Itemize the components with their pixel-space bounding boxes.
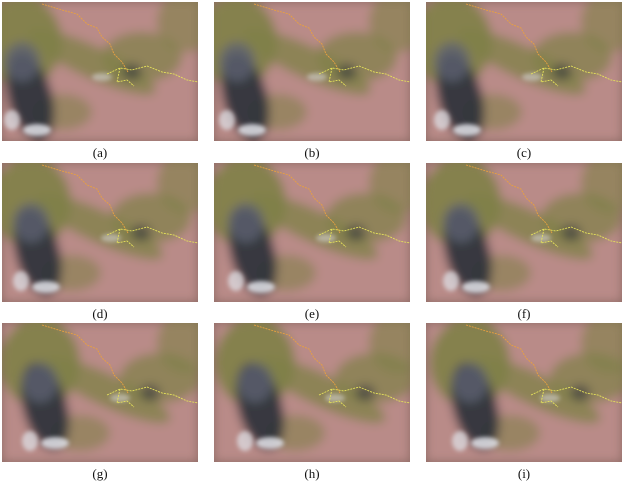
panel-g: (g) <box>2 323 198 462</box>
satellite-image-f <box>426 163 622 302</box>
panel-d: (d) <box>2 163 198 302</box>
panel-c: (c) <box>426 2 622 141</box>
panel-e: (e) <box>214 163 410 302</box>
panel-label-f: (f) <box>426 307 622 321</box>
satellite-image-d <box>2 163 198 302</box>
panel-label-c: (c) <box>426 146 622 160</box>
satellite-image-h <box>214 323 410 462</box>
panel-b: (b) <box>214 2 410 141</box>
panel-label-d: (d) <box>2 307 198 321</box>
satellite-image-b <box>214 2 410 141</box>
panel-a: (a) <box>2 2 198 141</box>
satellite-image-e <box>214 163 410 302</box>
panel-label-i: (i) <box>426 467 622 481</box>
panel-label-b: (b) <box>214 146 410 160</box>
satellite-image-g <box>2 323 198 462</box>
panel-h: (h) <box>214 323 410 462</box>
satellite-image-a <box>2 2 198 141</box>
panel-label-a: (a) <box>2 146 198 160</box>
panel-label-g: (g) <box>2 467 198 481</box>
satellite-image-c <box>426 2 622 141</box>
panel-i: (i) <box>426 323 622 462</box>
panel-label-h: (h) <box>214 467 410 481</box>
panel-f: (f) <box>426 163 622 302</box>
panel-label-e: (e) <box>214 307 410 321</box>
satellite-image-i <box>426 323 622 462</box>
